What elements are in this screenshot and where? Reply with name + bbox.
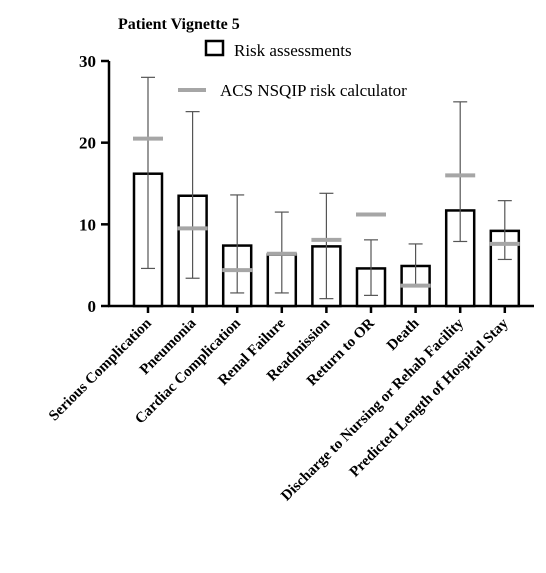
y-axis: 0 10 20 30 [79, 52, 111, 316]
legend: Risk assessments ACS NSQIP risk calculat… [178, 39, 407, 100]
y-tick-label: 20 [79, 134, 96, 153]
category-label: Predicted Length of Hospital Stay [347, 315, 512, 480]
y-tick-label: 0 [88, 297, 97, 316]
legend-bar-label: Risk assessments [234, 41, 352, 60]
category-label: Death [384, 315, 423, 354]
calculator-markers [133, 136, 520, 288]
y-tick-label: 30 [79, 52, 96, 71]
legend-calculator-label: ACS NSQIP risk calculator [220, 81, 407, 100]
y-tick-label: 10 [79, 215, 96, 234]
chart-title: Patient Vignette 5 [118, 16, 240, 33]
legend-bar-swatch [204, 39, 225, 57]
error-bars [141, 76, 512, 300]
